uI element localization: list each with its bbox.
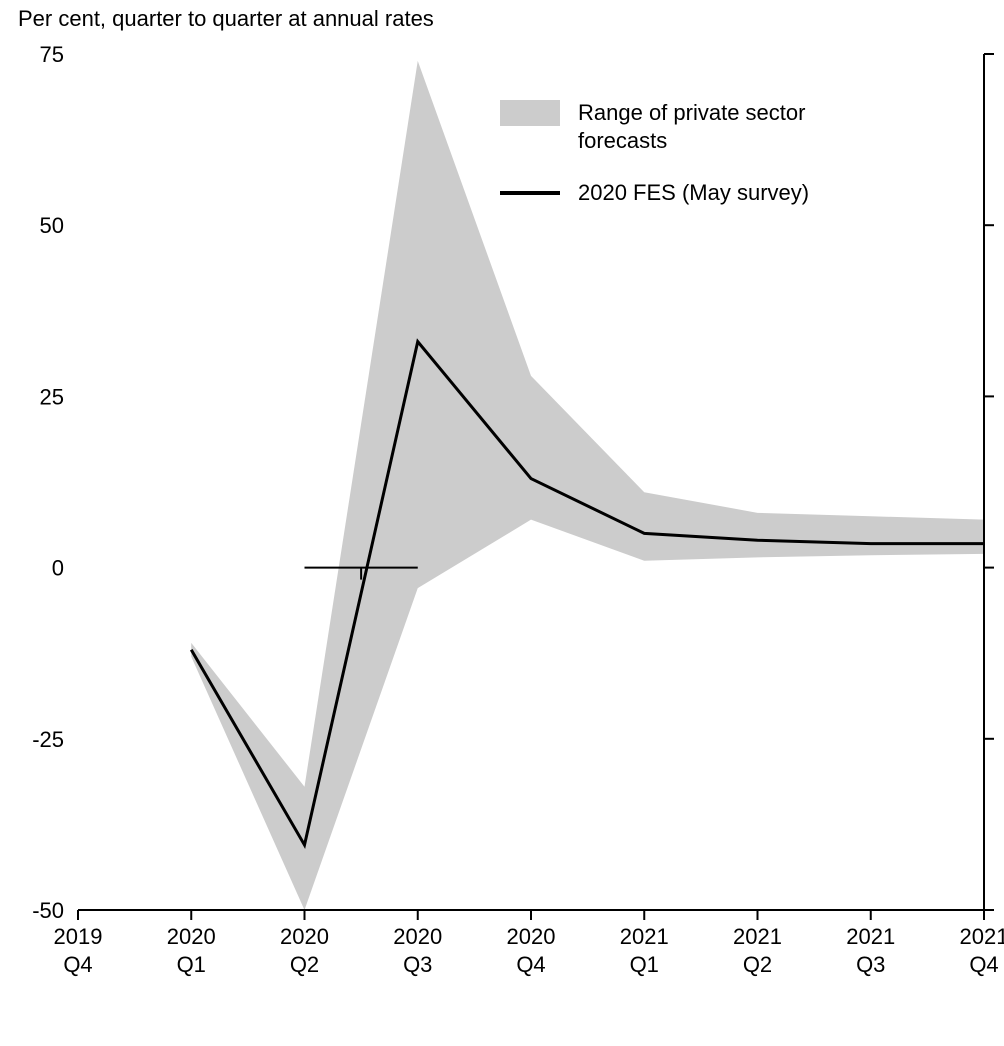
legend-label-range-line1: Range of private sector [578, 100, 805, 125]
y-tick-label: 50 [40, 213, 64, 238]
legend-swatch-range [500, 100, 560, 126]
x-tick-label: 2020 [167, 924, 216, 949]
x-tick-label: Q2 [743, 952, 772, 977]
legend-label-median: 2020 FES (May survey) [578, 180, 809, 205]
legend-label-range-line2: forecasts [578, 128, 667, 153]
y-tick-label: -50 [32, 898, 64, 923]
x-tick-label: 2021 [620, 924, 669, 949]
x-tick-label: 2019 [54, 924, 103, 949]
x-tick-label: 2021 [960, 924, 1004, 949]
x-tick-label: 2021 [846, 924, 895, 949]
y-tick-label: -25 [32, 727, 64, 752]
y-tick-label: 75 [40, 42, 64, 67]
x-tick-label: 2020 [507, 924, 556, 949]
x-tick-label: 2020 [393, 924, 442, 949]
x-tick-label: Q1 [177, 952, 206, 977]
x-tick-label: 2020 [280, 924, 329, 949]
x-tick-label: Q4 [969, 952, 998, 977]
x-tick-label: 2021 [733, 924, 782, 949]
x-tick-label: Q4 [516, 952, 545, 977]
x-tick-label: Q1 [630, 952, 659, 977]
x-tick-label: Q2 [290, 952, 319, 977]
chart-svg: -50 -25 0 25 50 75 2019 Q4 2020 Q1 2020 Q2 2020 Q3 202… [0, 0, 1004, 1046]
x-tick-label: Q4 [63, 952, 92, 977]
x-tick-label: Q3 [856, 952, 885, 977]
y-tick-label: 25 [40, 384, 64, 409]
x-tick-label: Q3 [403, 952, 432, 977]
y-tick-label: 0 [52, 556, 64, 581]
chart-container: Per cent, quarter to quarter at annual r… [0, 0, 1004, 1046]
chart-title: Per cent, quarter to quarter at annual r… [18, 6, 434, 32]
